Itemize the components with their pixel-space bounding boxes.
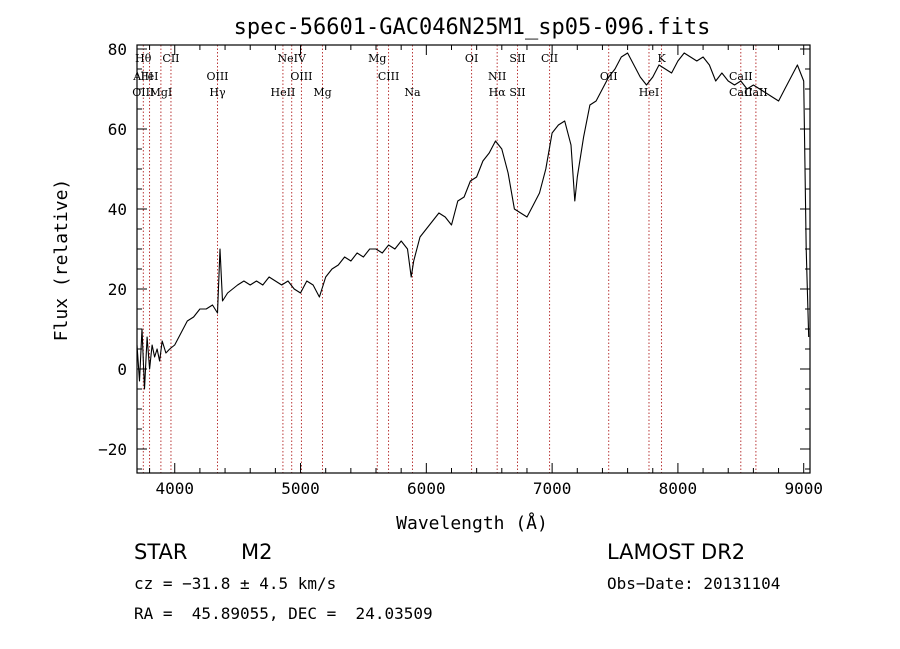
marker-label: Na bbox=[404, 86, 421, 99]
marker-label: K bbox=[657, 52, 666, 65]
marker-label: Hα bbox=[489, 86, 507, 99]
marker-label: CII bbox=[541, 52, 558, 65]
x-axis-ticks: 4000 5000 6000 7000 8000 9000 bbox=[149, 45, 823, 498]
marker-label: Hγ bbox=[209, 86, 226, 99]
coordinates: RA = 45.89055, DEC = 24.03509 bbox=[134, 604, 433, 623]
marker-label: OIII bbox=[206, 70, 228, 83]
redshift-cz: cz = −31.8 ± 4.5 km/s bbox=[134, 574, 337, 593]
object-subclass: M2 bbox=[241, 540, 273, 564]
marker-label: FeI bbox=[141, 70, 159, 83]
y-tick-label: 60 bbox=[108, 120, 127, 139]
y-tick-label: 40 bbox=[108, 200, 127, 219]
y-axis-ticks: −20 0 20 40 60 80 bbox=[98, 40, 810, 470]
marker-label: Mg bbox=[313, 86, 331, 99]
marker-label: CaII bbox=[729, 70, 753, 83]
marker-label: NII bbox=[488, 70, 506, 83]
marker-label: OIII bbox=[290, 70, 312, 83]
x-tick-label: 5000 bbox=[281, 479, 320, 498]
spectrum-line bbox=[136, 52, 810, 390]
marker-label: HeI bbox=[639, 86, 659, 99]
y-tick-label: 0 bbox=[117, 360, 127, 379]
y-tick-label: 80 bbox=[108, 40, 127, 59]
survey-name: LAMOST DR2 bbox=[607, 540, 746, 564]
x-tick-label: 8000 bbox=[659, 479, 698, 498]
marker-label: CIII bbox=[378, 70, 399, 83]
marker-label: Mg bbox=[368, 52, 386, 65]
object-class: STAR bbox=[134, 540, 188, 564]
marker-label: MgI bbox=[150, 86, 173, 99]
marker-label: CII bbox=[162, 52, 179, 65]
chart-title: spec-56601-GAC046N25M1_sp05-096.fits bbox=[234, 15, 711, 40]
marker-label: HeII bbox=[271, 86, 296, 99]
observation-date: Obs−Date: 20131104 bbox=[607, 574, 781, 593]
x-tick-label: 6000 bbox=[407, 479, 446, 498]
marker-label: Hθ bbox=[135, 52, 152, 65]
x-axis-label: Wavelength (Å) bbox=[396, 512, 548, 534]
y-tick-label: −20 bbox=[98, 440, 127, 459]
marker-label: CaII bbox=[744, 86, 768, 99]
x-tick-label: 4000 bbox=[155, 479, 194, 498]
marker-label: SII bbox=[509, 86, 525, 99]
marker-label: SII bbox=[509, 52, 525, 65]
emission-line-markers bbox=[142, 45, 757, 473]
x-tick-label: 7000 bbox=[533, 479, 572, 498]
x-tick-label: 9000 bbox=[784, 479, 823, 498]
y-axis-label: Flux (relative) bbox=[51, 179, 72, 342]
marker-label: OI bbox=[465, 52, 478, 65]
marker-label: NeIV bbox=[278, 52, 307, 65]
plot-frame bbox=[136, 44, 811, 474]
y-tick-label: 20 bbox=[108, 280, 127, 299]
